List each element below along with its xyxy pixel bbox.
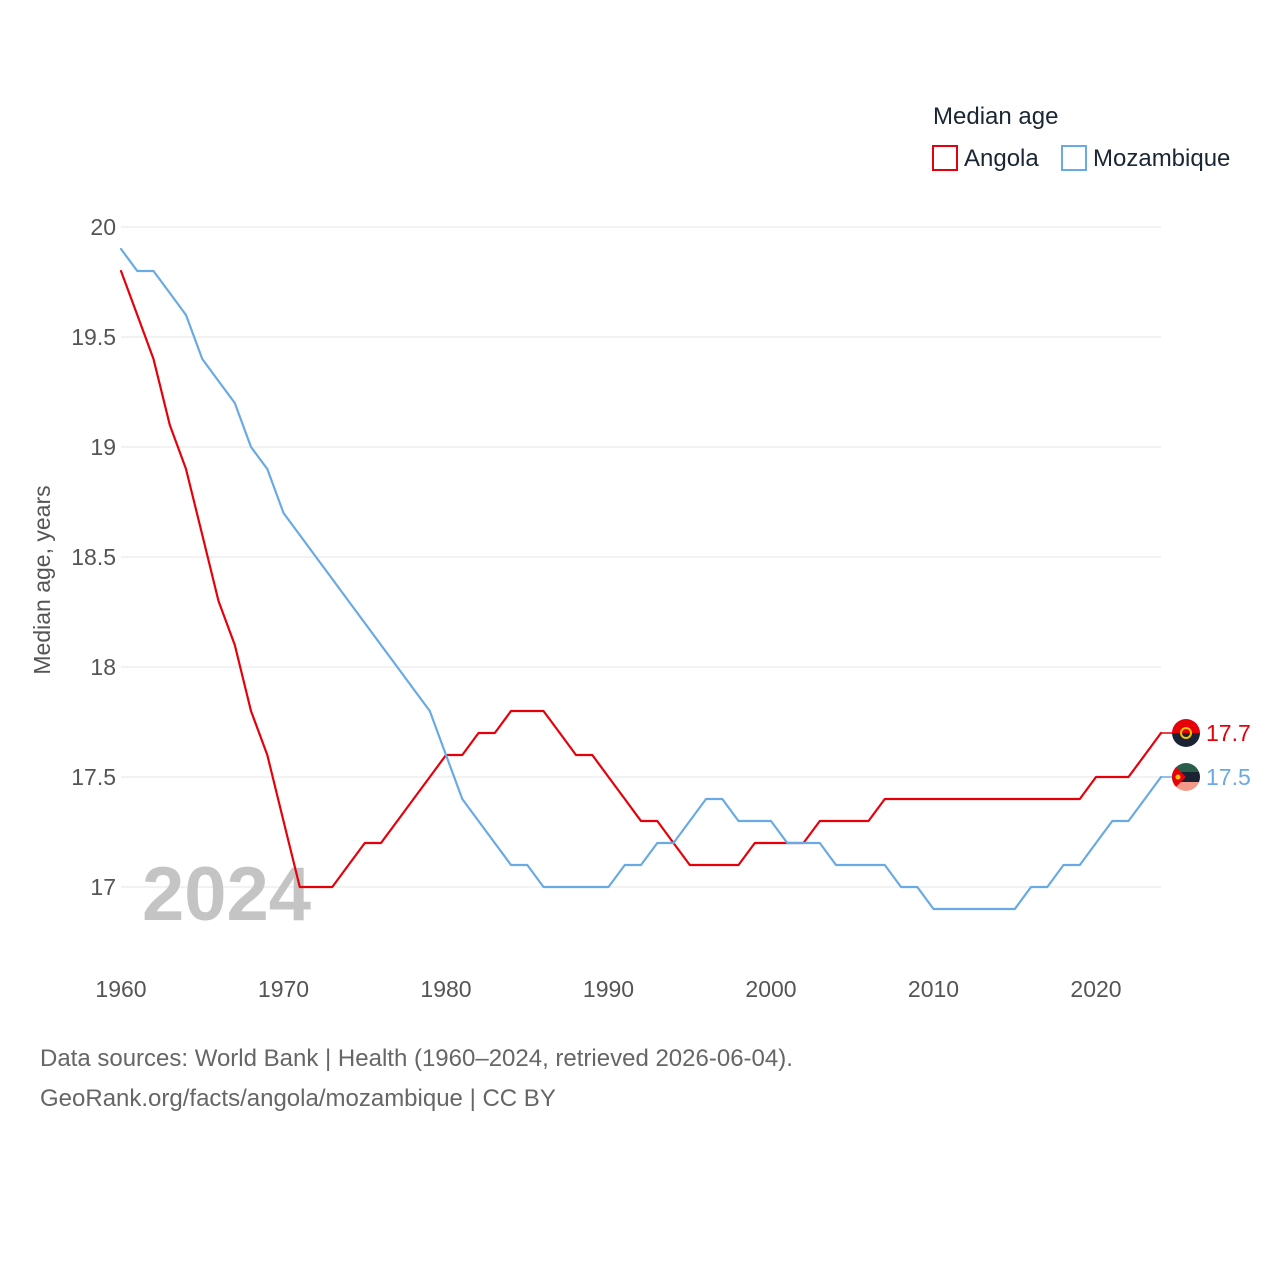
legend-label-mozambique: Mozambique <box>1093 145 1230 172</box>
y-axis-ticks: 17 17.5 18 18.5 19 19.5 20 <box>71 214 116 900</box>
legend: Median age Angola Mozambique <box>932 103 1230 172</box>
y-tick-label: 17.5 <box>71 764 116 790</box>
x-tick-label: 1960 <box>95 976 146 1002</box>
y-tick-label: 19 <box>90 434 116 460</box>
x-tick-label: 2000 <box>745 976 796 1002</box>
legend-title: Median age <box>933 103 1058 130</box>
end-label-mozambique: 17.5 <box>1206 764 1251 790</box>
end-label-angola: 17.7 <box>1206 720 1251 746</box>
x-tick-label: 2020 <box>1070 976 1121 1002</box>
year-watermark: 2024 <box>142 852 311 937</box>
x-tick-label: 2010 <box>908 976 959 1002</box>
y-tick-label: 19.5 <box>71 324 116 350</box>
series-line-angola <box>119 269 1163 889</box>
series-line-mozambique <box>119 247 1163 911</box>
y-tick-label: 18 <box>90 654 116 680</box>
y-axis-title: Median age, years <box>29 485 55 674</box>
legend-item-angola[interactable]: Angola <box>932 145 1039 172</box>
legend-item-mozambique[interactable]: Mozambique <box>1061 145 1230 172</box>
source-line: Data sources: World Bank | Health (1960–… <box>40 1045 793 1072</box>
x-axis-ticks: 1960 1970 1980 1990 2000 2010 2020 <box>95 976 1121 1002</box>
legend-swatch-angola <box>932 145 958 171</box>
x-tick-label: 1980 <box>420 976 471 1002</box>
y-tick-label: 18.5 <box>71 544 116 570</box>
y-tick-label: 20 <box>90 214 116 240</box>
angola-flag-icon <box>1172 719 1200 747</box>
x-tick-label: 1990 <box>583 976 634 1002</box>
legend-swatch-mozambique <box>1061 145 1087 171</box>
mozambique-flag-icon <box>1172 763 1200 791</box>
end-markers: 17.7 17.5 <box>1161 719 1251 791</box>
y-tick-label: 17 <box>90 874 116 900</box>
credit-line[interactable]: GeoRank.org/facts/angola/mozambique | CC… <box>40 1085 556 1112</box>
x-tick-label: 1970 <box>258 976 309 1002</box>
legend-label-angola: Angola <box>964 145 1039 172</box>
grid-lines <box>121 226 1161 888</box>
series-layer <box>119 247 1163 911</box>
